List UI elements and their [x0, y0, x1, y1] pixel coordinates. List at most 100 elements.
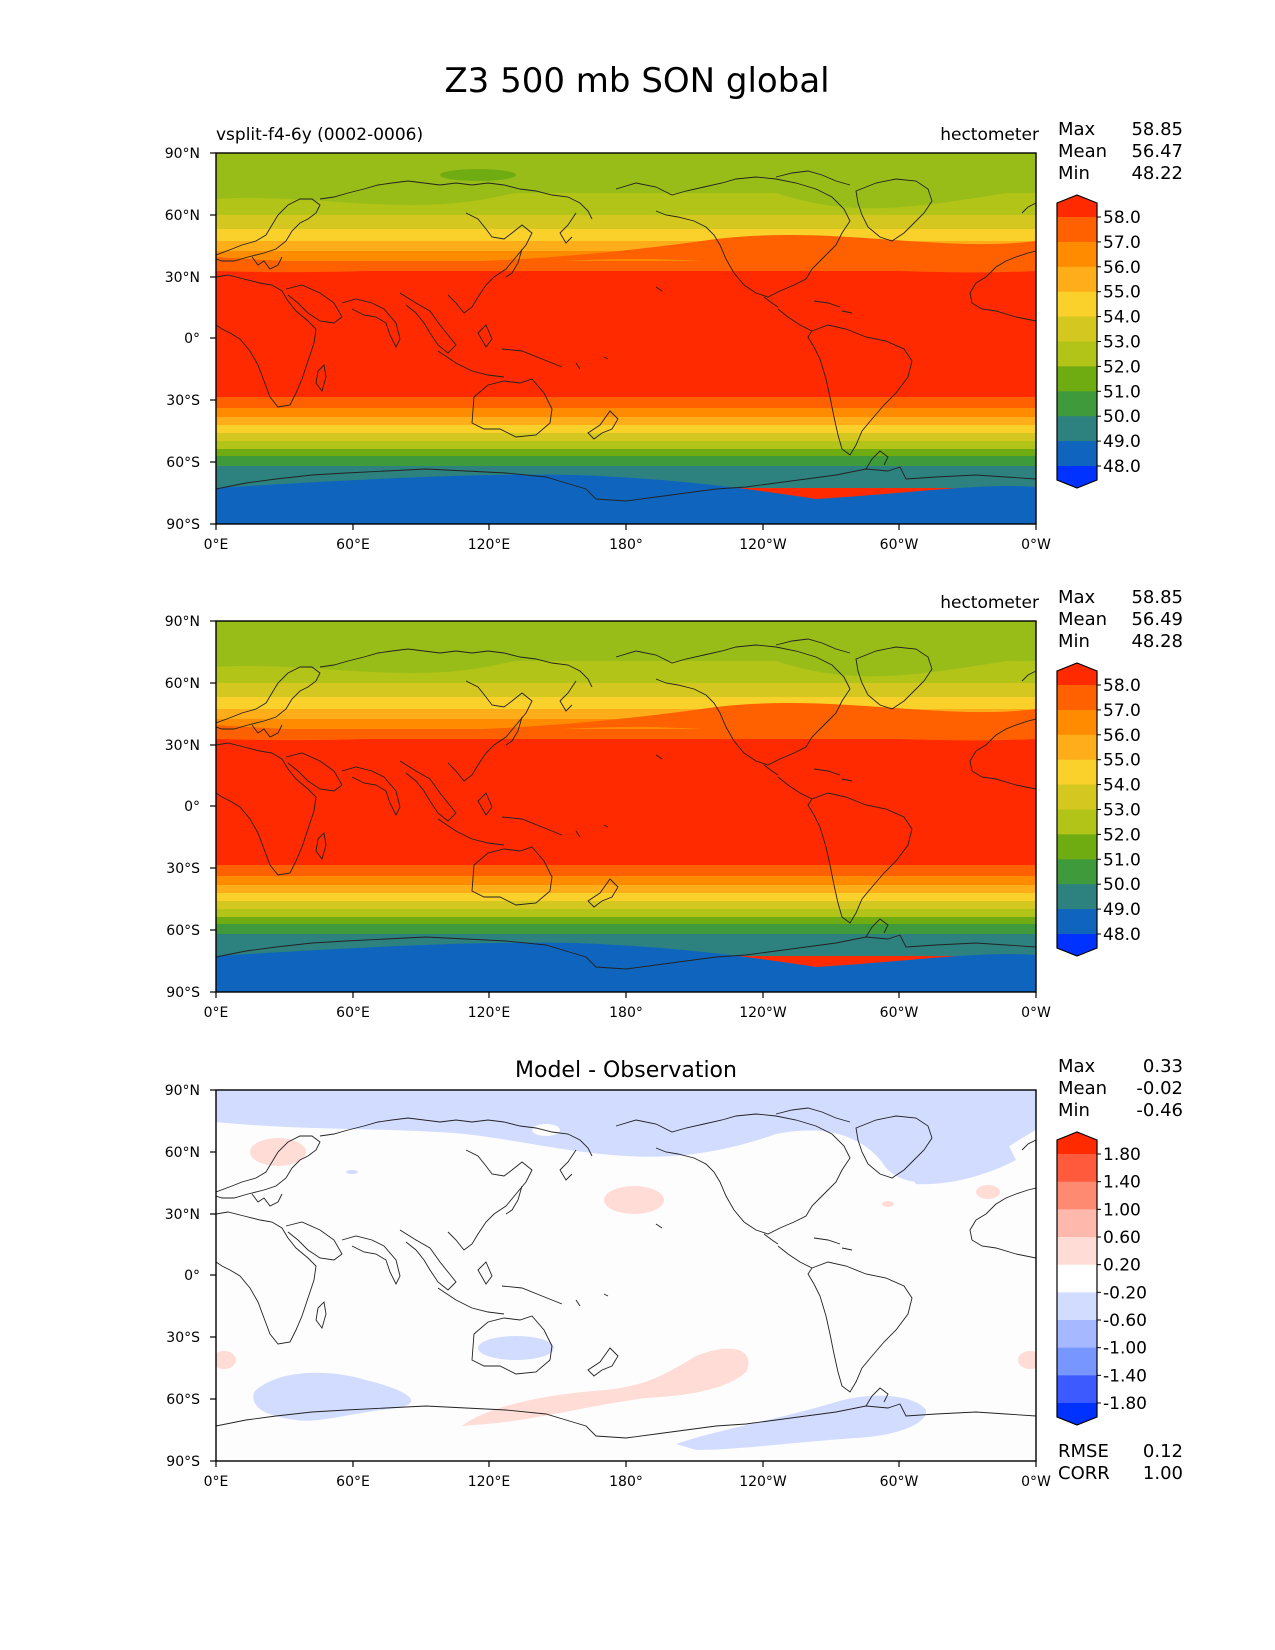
y-tick-label: 60°N: [165, 1145, 200, 1161]
x-tick-label: 120°E: [468, 1005, 511, 1021]
y-tick-label: 90°N: [165, 1083, 200, 1099]
y-tick-label: 0°: [184, 1268, 200, 1284]
colorbar-segment: [1057, 1264, 1097, 1293]
colorbar-segment: [1057, 1375, 1097, 1404]
x-tick-label: 0°W: [1021, 1474, 1051, 1490]
colorbar-tick-label: 1.00: [1103, 1200, 1141, 1220]
colorbar-segment: [1057, 834, 1097, 860]
colorbar-segment: [1057, 341, 1097, 367]
x-tick-label: 60°W: [880, 1005, 919, 1021]
x-tick-label: 60°E: [336, 1005, 370, 1021]
colorbar-segment: [1057, 366, 1097, 392]
colorbar-tick-label: 53.0: [1103, 801, 1141, 821]
colorbar-tick-label: 58.0: [1103, 208, 1141, 228]
stats-block: Max 58.85 Mean 56.47 Min 48.22: [1058, 119, 1183, 184]
colorbar: 1.80 1.40 1.00 0.60 0.20 -0.20 -0.60 -1.00 -1.40…: [1056, 1131, 1147, 1426]
figure-title: Z3 500 mb SON global: [444, 61, 829, 101]
stat-value: 56.47: [1131, 141, 1183, 162]
y-tick-label: 60°S: [166, 455, 200, 471]
panel-difference: Model - Observation: [165, 1056, 1183, 1490]
stat-value: 0.12: [1143, 1441, 1183, 1462]
colorbar-tick-label: 55.0: [1103, 751, 1141, 771]
y-tick-label: 30°N: [165, 1207, 200, 1223]
colorbar-segment: [1057, 391, 1097, 417]
colorbar-segment: [1057, 784, 1097, 810]
colorbar-segment: [1057, 1209, 1097, 1238]
y-axis: 90°N 60°N 30°N 0° 30°S 60°S 90°S: [165, 146, 200, 533]
x-tick-label: 120°E: [468, 1474, 511, 1490]
y-tick-label: 60°N: [165, 676, 200, 692]
x-tick-label: 120°W: [739, 1005, 787, 1021]
stat-label: Mean: [1058, 141, 1107, 162]
x-tick-label: 180°: [609, 537, 643, 553]
y-tick-label: 60°S: [166, 1392, 200, 1408]
colorbar-tick-label: 0.20: [1103, 1256, 1141, 1276]
y-tick-label: 30°N: [165, 270, 200, 286]
y-axis: 90°N 60°N 30°N 0° 30°S 60°S 90°S: [165, 1083, 200, 1470]
stat-value: 0.33: [1143, 1056, 1183, 1077]
x-axis: 0°E 60°E 120°E 180° 120°W 60°W 0°W: [204, 537, 1051, 553]
colorbar-tick-label: 1.80: [1103, 1145, 1141, 1165]
colorbar-tick-label: -0.60: [1103, 1311, 1147, 1331]
stat-label: Min: [1058, 163, 1090, 184]
colorbar-segment: [1057, 1237, 1097, 1266]
stat-label: Min: [1058, 631, 1090, 652]
colorbar-segment: [1057, 241, 1097, 268]
y-tick-label: 0°: [184, 799, 200, 815]
colorbar-tick-label: 53.0: [1103, 333, 1141, 353]
colorbar-tick-label: 52.0: [1103, 357, 1141, 377]
x-tick-label: 180°: [609, 1005, 643, 1021]
colorbar-tick-label: -1.80: [1103, 1394, 1147, 1414]
x-tick-label: 0°E: [204, 1474, 229, 1490]
panel-right-title: hectometer: [940, 125, 1039, 145]
x-tick-label: 60°E: [336, 1474, 370, 1490]
colorbar-outline: [1056, 662, 1098, 957]
x-tick-label: 120°W: [739, 1474, 787, 1490]
colorbar-extend-min: [1057, 466, 1097, 488]
y-tick-label: 30°S: [166, 1330, 200, 1346]
x-axis: 0°E 60°E 120°E 180° 120°W 60°W 0°W: [204, 1005, 1051, 1021]
stat-value: -0.46: [1136, 1100, 1183, 1121]
x-tick-label: 0°E: [204, 537, 229, 553]
stat-label: Max: [1058, 587, 1096, 608]
y-tick-label: 90°N: [165, 146, 200, 162]
map-area: [215, 620, 1037, 993]
stat-label: RMSE: [1058, 1441, 1109, 1462]
stat-value: 58.85: [1131, 587, 1183, 608]
x-tick-label: 120°W: [739, 537, 787, 553]
y-tick-label: 0°: [184, 331, 200, 347]
colorbar-tick-label: 57.0: [1103, 701, 1141, 721]
colorbar-tick-label: 56.0: [1103, 258, 1141, 278]
x-tick-label: 0°W: [1021, 1005, 1051, 1021]
colorbar-tick-label: -1.40: [1103, 1366, 1147, 1386]
stat-label: Max: [1058, 1056, 1096, 1077]
y-tick-label: 30°N: [165, 738, 200, 754]
colorbar-tick-label: 54.0: [1103, 308, 1141, 328]
stat-value: 48.28: [1131, 631, 1183, 652]
colorbar-extend-max: [1057, 195, 1097, 217]
colorbar-extend-max: [1057, 663, 1097, 685]
x-tick-label: 120°E: [468, 537, 511, 553]
panel-left-title: vsplit-f4-6y (0002-0006): [216, 125, 423, 145]
colorbar-segment: [1057, 759, 1097, 786]
y-tick-label: 90°S: [166, 985, 200, 1001]
colorbar-segment: [1057, 316, 1097, 342]
colorbar-segment: [1057, 441, 1097, 467]
stat-label: Min: [1058, 1100, 1090, 1121]
stat-label: Mean: [1058, 609, 1107, 630]
colorbar-tick-label: 54.0: [1103, 776, 1141, 796]
stat-value: 1.00: [1143, 1463, 1183, 1484]
colorbar-tick-label: 49.0: [1103, 432, 1141, 452]
colorbar-tick-label: 1.40: [1103, 1173, 1141, 1193]
colorbar-segment: [1057, 1347, 1097, 1376]
colorbar-tick-label: 55.0: [1103, 283, 1141, 303]
colorbar: 58.0 57.0 56.0 55.0 54.0 53.0 52.0 51.0 50.0 49.0…: [1056, 194, 1141, 489]
map-area: [215, 1089, 1037, 1462]
panel-center-title: Model - Observation: [515, 1058, 737, 1083]
colorbar-extend-min: [1057, 934, 1097, 956]
colorbar-tick-label: 58.0: [1103, 676, 1141, 696]
stat-label: Mean: [1058, 1078, 1107, 1099]
colorbar-segment: [1057, 884, 1097, 910]
stats-block: Max 0.33 Mean -0.02 Min -0.46: [1058, 1056, 1183, 1121]
